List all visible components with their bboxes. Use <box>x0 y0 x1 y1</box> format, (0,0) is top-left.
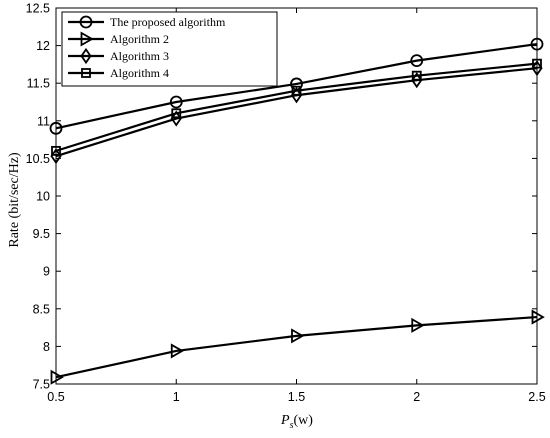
y-tick-label: 8.5 <box>33 302 50 316</box>
y-tick-label: 7.5 <box>33 378 50 392</box>
data-point <box>411 70 422 81</box>
x-axis-title-subscript: s <box>290 420 294 431</box>
data-point <box>50 369 64 385</box>
data-point <box>531 309 545 325</box>
x-axis-title-unit: (w) <box>294 413 314 428</box>
x-tick-label: 0.5 <box>47 390 64 404</box>
y-tick-label: 10.5 <box>26 152 50 166</box>
legend-marker <box>80 31 94 47</box>
y-tick-label: 10 <box>36 190 50 204</box>
legend-item: The proposed algorithm <box>68 15 226 29</box>
x-axis-ticks: 0.5 1 1.5 2 2.5 <box>47 8 546 404</box>
series-layer <box>49 37 545 385</box>
y-tick-label: 8 <box>43 340 50 354</box>
data-point <box>290 87 303 104</box>
y-axis-title: Rate (bit/sec/Hz) <box>7 152 22 248</box>
legend-marker <box>79 15 93 29</box>
y-tick-label: 9.5 <box>33 227 50 241</box>
x-tick-label: 2.5 <box>528 390 545 404</box>
series-line <box>55 43 538 130</box>
legend-marker <box>81 68 91 78</box>
data-point <box>411 317 425 333</box>
x-tick-label: 1 <box>173 390 180 404</box>
series-2 <box>50 309 545 385</box>
x-tick-label: 2 <box>413 390 420 404</box>
series-line <box>55 315 538 379</box>
x-tick-label: 1.5 <box>288 390 305 404</box>
series-line <box>55 62 538 152</box>
y-tick-label: 9 <box>43 265 50 279</box>
legend-label: Algorithm 4 <box>110 66 169 80</box>
x-axis-title-main: P <box>280 413 290 428</box>
legend-item: Algorithm 2 <box>68 31 169 47</box>
data-point <box>291 328 305 344</box>
data-point <box>171 108 182 119</box>
data-point <box>170 110 182 127</box>
data-point <box>410 54 424 68</box>
data-point <box>411 72 423 89</box>
legend-item: Algorithm 3 <box>68 47 169 65</box>
y-tick-label: 11 <box>37 114 50 128</box>
data-point <box>170 343 185 359</box>
y-tick-label: 11.5 <box>27 77 50 91</box>
x-axis-title: Ps(w) <box>280 413 313 431</box>
y-axis-ticks: 7.5 8 8.5 9 9.5 10 10.5 11 11.5 12 12.5 <box>26 2 537 392</box>
y-tick-label: 12 <box>36 39 50 53</box>
legend-label: The proposed algorithm <box>110 15 226 29</box>
plot-frame <box>55 7 538 385</box>
legend-label: Algorithm 2 <box>110 32 169 46</box>
legend-marker <box>80 47 92 65</box>
legend: The proposed algorithm Algorithm 2 Algorit… <box>61 11 278 87</box>
legend-item: Algorithm 4 <box>68 66 169 80</box>
data-point <box>291 85 302 96</box>
data-point <box>169 95 183 109</box>
y-tick-label: 12.5 <box>26 2 50 16</box>
legend-label: Algorithm 3 <box>110 49 169 63</box>
